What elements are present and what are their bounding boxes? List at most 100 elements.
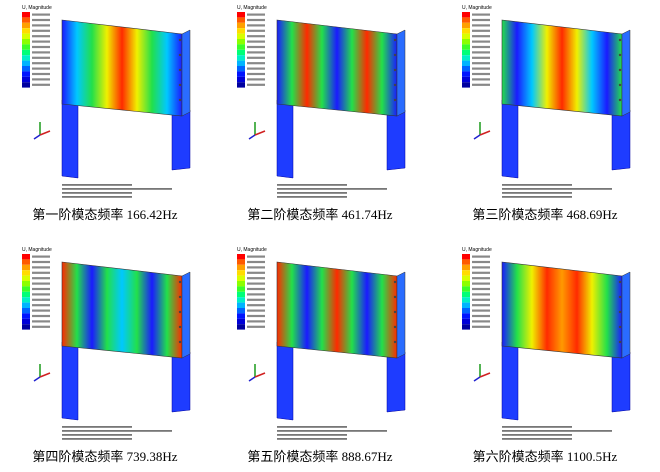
bolt: [178, 38, 182, 42]
step-info: [62, 438, 132, 440]
legend-tick-text: [32, 260, 50, 264]
legend-band: [462, 22, 470, 29]
bolt: [618, 98, 622, 102]
plate: [276, 261, 398, 359]
legend-band: [462, 308, 470, 314]
plate: [501, 261, 623, 359]
legend-band: [22, 39, 30, 45]
legend-band: [22, 275, 30, 281]
plate: [61, 261, 183, 359]
legend-tick-text: [247, 51, 265, 54]
step-info: [277, 426, 347, 428]
legend-band: [237, 39, 245, 45]
step-info: [277, 434, 347, 436]
bolt: [618, 53, 622, 57]
legend-tick-text: [247, 309, 265, 312]
legend-band: [22, 28, 30, 34]
legend-band: [22, 82, 30, 88]
legend-tick-text: [472, 314, 490, 318]
legend-band: [237, 55, 245, 61]
legend-band: [462, 313, 470, 319]
left-leg: [61, 341, 79, 421]
legend-band: [462, 71, 470, 77]
right-leg: [611, 109, 631, 171]
step-info: [502, 438, 572, 440]
step-info: [277, 438, 347, 440]
legend-band: [22, 286, 30, 292]
mode-caption: 第四阶模态频率 739.38Hz: [32, 449, 177, 464]
legend-title: U, Magnitude: [22, 5, 52, 11]
bolt: [618, 280, 622, 284]
legend-tick-text: [247, 13, 265, 16]
axis-z: [473, 376, 481, 382]
right-leg: [171, 351, 191, 413]
plate: [276, 19, 398, 117]
bolt: [618, 68, 622, 72]
legend-band: [462, 66, 470, 72]
legend-band: [462, 302, 470, 308]
step-info: [502, 196, 572, 198]
legend-tick-text: [247, 271, 265, 274]
legend-title: U, Magnitude: [237, 247, 267, 253]
legend-band: [462, 33, 470, 39]
left-leg: [501, 341, 519, 421]
mode-panel: U, Magnitude 第四阶模态频率 739.38Hz: [22, 247, 191, 464]
legend-band: [237, 286, 245, 292]
legend-band: [237, 259, 245, 265]
legend-tick-text: [32, 287, 50, 291]
legend-tick-text: [247, 78, 265, 81]
legend-tick-text: [472, 83, 490, 86]
step-info: [502, 188, 612, 190]
legend-band: [22, 17, 30, 23]
legend-tick-text: [247, 314, 265, 318]
legend-tick-text: [472, 287, 490, 291]
bolt: [618, 83, 622, 87]
legend-tick-text: [472, 293, 490, 296]
legend-band: [237, 66, 245, 72]
step-info: [502, 426, 572, 428]
legend-band: [462, 264, 470, 271]
legend-tick-text: [32, 266, 50, 269]
axis-x: [479, 130, 491, 136]
mode-caption: 第五阶模态频率 888.67Hz: [247, 449, 392, 464]
bolt: [393, 325, 397, 329]
bolt: [178, 295, 182, 299]
legend-band: [462, 49, 470, 56]
legend-tick-text: [247, 266, 265, 269]
legend-band: [237, 12, 245, 18]
legend-tick-text: [472, 62, 490, 65]
legend-tick-text: [472, 13, 490, 16]
bolt: [178, 340, 182, 344]
legend-band: [22, 270, 30, 276]
bolt: [178, 310, 182, 314]
bolt: [178, 325, 182, 329]
legend-title: U, Magnitude: [237, 5, 267, 11]
bolt: [618, 38, 622, 42]
bolt: [393, 98, 397, 102]
left-leg: [276, 341, 294, 421]
plate: [501, 19, 623, 117]
legend-band: [237, 281, 245, 287]
legend-tick-text: [32, 13, 50, 16]
legend-band: [22, 308, 30, 314]
legend-band: [462, 60, 470, 66]
legend-band: [22, 66, 30, 72]
legend-band: [22, 318, 30, 325]
legend-band: [22, 254, 30, 260]
mode-panel: U, Magnitude 第六阶模态频率 1100.5Hz: [462, 247, 631, 464]
legend-tick-text: [247, 287, 265, 291]
legend-band: [22, 44, 30, 50]
legend-tick-text: [247, 62, 265, 65]
legend-tick-text: [32, 293, 50, 296]
plate-edge: [621, 29, 631, 117]
mode-caption: 第二阶模态频率 461.74Hz: [247, 207, 392, 222]
legend-tick-text: [472, 29, 490, 32]
bolt: [178, 98, 182, 102]
legend-band: [462, 318, 470, 325]
step-info: [502, 192, 572, 194]
legend-title: U, Magnitude: [22, 247, 52, 253]
step-info: [277, 196, 347, 198]
legend-tick-text: [32, 67, 50, 70]
step-info: [502, 430, 612, 432]
legend-band: [237, 308, 245, 314]
